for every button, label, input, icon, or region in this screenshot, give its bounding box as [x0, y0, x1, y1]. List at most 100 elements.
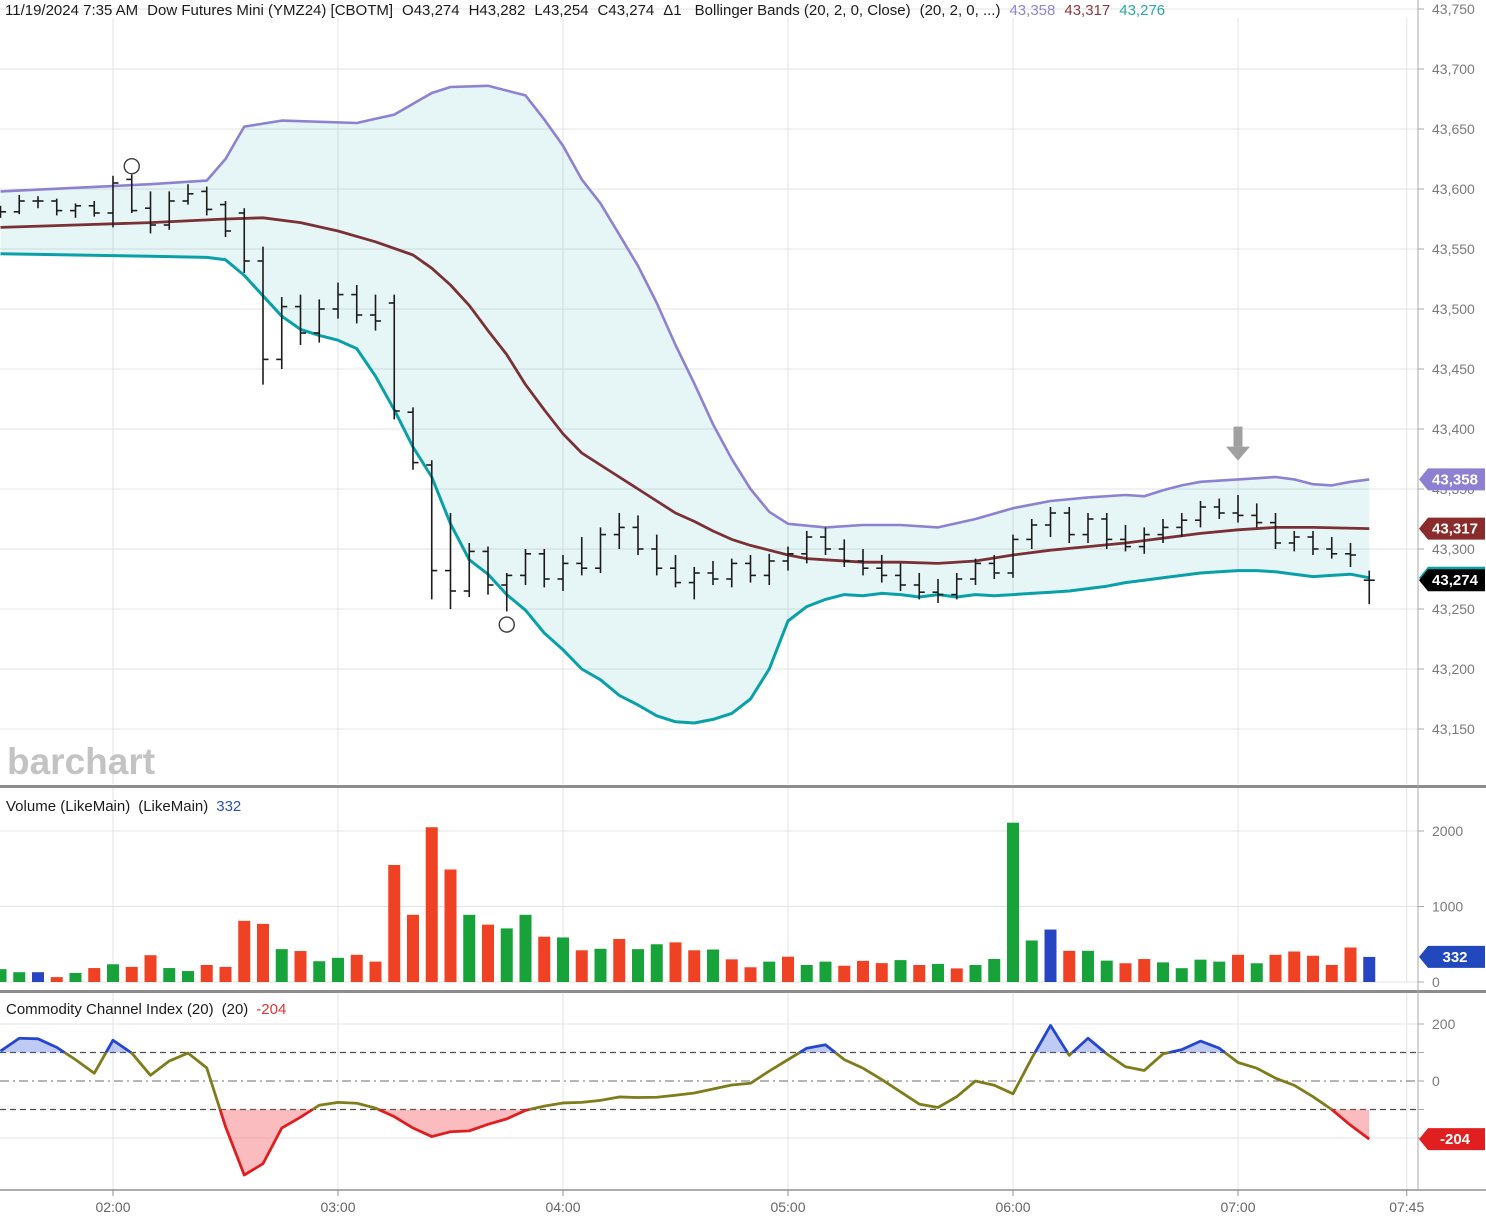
volume-bar — [1213, 961, 1226, 982]
price-bar — [932, 579, 944, 603]
barchart-logo: barchart — [7, 741, 156, 782]
volume-tag-label: 332 — [1442, 949, 1467, 966]
cci-line — [528, 1051, 801, 1111]
price-bar — [1326, 537, 1338, 559]
down-arrow-annotation — [1226, 446, 1250, 461]
price-bar — [1232, 495, 1244, 523]
header-band-upper-value: 43,358 — [1009, 2, 1056, 19]
bb-middle-tag-label: 43,317 — [1432, 521, 1478, 538]
price-bar — [32, 196, 44, 209]
cci-line — [130, 1051, 222, 1110]
price-bar — [782, 546, 794, 571]
header-low: L43,254 — [534, 2, 589, 19]
volume-bar — [650, 944, 663, 982]
time-axis-label: 04:00 — [545, 1199, 580, 1215]
price-bar — [1270, 513, 1281, 549]
price-bar — [388, 294, 400, 420]
price-bar — [763, 553, 775, 585]
volume-bar — [1288, 951, 1301, 982]
cci-line — [1104, 1051, 1170, 1072]
price-bar — [707, 561, 719, 585]
price-bar — [820, 527, 831, 555]
volume-bar — [444, 869, 457, 982]
cci-line — [311, 1100, 380, 1111]
price-bar — [913, 573, 925, 600]
volume-bar — [725, 959, 738, 982]
price-bar — [1195, 501, 1206, 528]
volume-bar — [313, 961, 326, 982]
volume-bar — [1119, 963, 1132, 982]
volume-bar — [369, 961, 382, 982]
volume-bar — [1344, 947, 1357, 982]
time-axis-label: 02:00 — [95, 1199, 130, 1215]
volume-bar — [1157, 962, 1169, 982]
price-axis-label: 43,200 — [1432, 661, 1475, 677]
price-bar — [1045, 507, 1056, 537]
volume-title[interactable]: Volume (LikeMain) — [6, 798, 131, 815]
price-bar — [876, 555, 888, 583]
time-axis-label: 07:00 — [1220, 1199, 1255, 1215]
price-bar — [238, 208, 250, 273]
time-axis-label: 06:00 — [995, 1199, 1030, 1215]
volume-bar — [594, 948, 607, 982]
down-arrow-annotation — [1233, 426, 1243, 447]
volume-bar — [32, 972, 44, 982]
chart-header: 11/19/2024 7:35 AM Dow Futures Mini (YMZ2… — [5, 2, 1174, 19]
volume-bar — [275, 949, 288, 982]
price-bar — [1288, 531, 1300, 552]
price-bar — [1082, 513, 1094, 543]
price-bar — [632, 515, 644, 555]
volume-axis-label: 2000 — [1432, 823, 1463, 839]
bollinger-middle-line — [0, 216, 1370, 565]
price-bar — [0, 205, 6, 218]
price-bar — [801, 531, 813, 564]
volume-bar — [819, 961, 832, 982]
price-bar — [1101, 513, 1113, 549]
volume-bar — [125, 966, 138, 982]
price-axis-label: 43,550 — [1432, 241, 1475, 257]
volume-bar — [200, 965, 213, 982]
cci-oversold-fill — [220, 1109, 313, 1176]
time-axis-label: 05:00 — [770, 1199, 805, 1215]
price-bar — [13, 195, 25, 215]
panel-separator — [0, 785, 1486, 788]
volume-bar — [1269, 954, 1282, 982]
cci-line — [834, 1051, 1037, 1109]
cci-line — [798, 1043, 837, 1054]
volume-bar — [857, 960, 869, 982]
cci-line — [1224, 1051, 1333, 1111]
cci-line — [1066, 1051, 1074, 1057]
price-bar — [201, 186, 213, 216]
price-bar — [407, 407, 419, 470]
volume-bar — [257, 923, 269, 982]
header-study-label[interactable]: Bollinger Bands (20, 2, 0, Close) — [694, 2, 911, 19]
volume-bar — [144, 955, 157, 982]
price-bar — [463, 543, 475, 597]
volume-bar — [913, 965, 926, 982]
volume-current-value: 332 — [216, 798, 242, 815]
price-bar — [895, 563, 906, 591]
price-bar — [557, 555, 569, 591]
pattern-circle-annotation — [123, 157, 140, 175]
volume-bar — [1007, 822, 1019, 982]
price-axis-label: 43,650 — [1432, 121, 1475, 137]
cci-line — [218, 1108, 314, 1177]
cci-panel-label: Commodity Channel Index (20) (20) -204 — [6, 1001, 294, 1018]
price-bar — [1157, 519, 1169, 543]
cci-title[interactable]: Commodity Channel Index (20) — [6, 1001, 214, 1018]
price-bar — [651, 534, 663, 576]
volume-bar — [425, 827, 438, 982]
price-bar — [501, 573, 513, 612]
price-bar — [276, 297, 288, 369]
price-bar — [520, 549, 531, 585]
price-bar — [613, 513, 625, 549]
volume-bar — [238, 920, 251, 982]
volume-bar — [1082, 950, 1094, 982]
volume-bar — [894, 960, 907, 982]
volume-bar — [350, 954, 363, 982]
cci-line — [104, 1038, 132, 1054]
header-open: O43,274 — [402, 2, 460, 19]
price-bar — [332, 282, 344, 319]
volume-bar — [1100, 960, 1113, 982]
